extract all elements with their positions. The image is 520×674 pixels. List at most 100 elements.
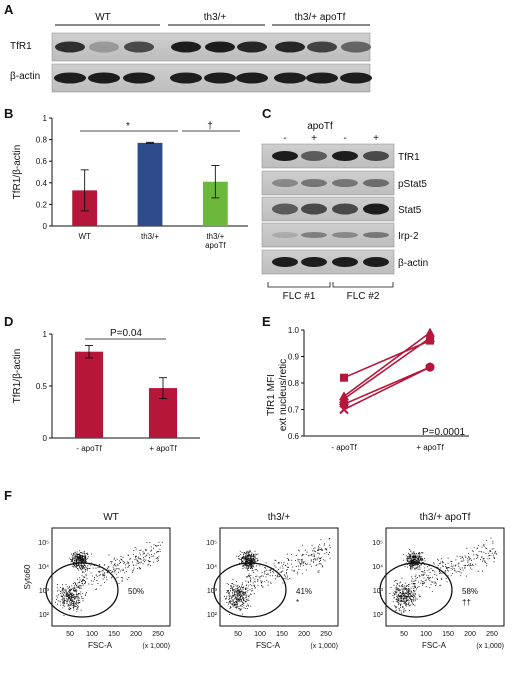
- flow-dot: [408, 558, 410, 560]
- flow-dot: [247, 559, 249, 561]
- flow-dot: [72, 562, 74, 563]
- flow-dot: [108, 570, 110, 572]
- flow-dot: [66, 593, 68, 595]
- flow-dot: [408, 600, 410, 602]
- flow-dot: [69, 594, 71, 596]
- flow-dot: [415, 557, 417, 559]
- flow-dot: [252, 568, 253, 569]
- flow-dot: [74, 587, 75, 589]
- flow-dot: [401, 585, 403, 586]
- flow-dot: [66, 596, 68, 597]
- flow-ytick-2-0: 10²: [207, 612, 218, 619]
- panel-e-point-2-1: [425, 332, 435, 342]
- flow-dot: [417, 558, 419, 560]
- flow-dot: [422, 559, 424, 561]
- flow-dot: [246, 561, 248, 563]
- flow-dot: [86, 567, 88, 569]
- flow-dot: [395, 593, 397, 595]
- flow-dot: [230, 585, 232, 587]
- flow-dot: [424, 560, 426, 562]
- flow-dot: [404, 593, 405, 595]
- flow-dot: [83, 567, 85, 569]
- flow-dot: [140, 554, 141, 556]
- flow-dot: [144, 552, 145, 554]
- flow-dot: [127, 554, 129, 556]
- flow-dot: [248, 582, 249, 583]
- flow-dot: [465, 565, 467, 566]
- flow-dot: [71, 565, 73, 567]
- panel-d-ytick-label-0: 0: [43, 434, 48, 443]
- flow-dot: [417, 554, 419, 556]
- flow-dot: [469, 565, 471, 566]
- flow-dot: [415, 553, 417, 554]
- flow-dot: [412, 566, 414, 567]
- flow-dot: [415, 559, 417, 561]
- flow-dot: [160, 544, 161, 546]
- panel-d-chart: 00.51- apoTf + apoTf: [36, 330, 200, 453]
- flow-dot: [288, 560, 290, 561]
- flow-dot: [250, 575, 252, 576]
- flow-dot: [65, 592, 67, 594]
- flow-dot: [100, 574, 101, 576]
- flow-dot: [494, 551, 496, 553]
- flow-dot: [76, 551, 78, 553]
- flow-dot: [65, 593, 67, 595]
- panel-c-lane-sign-2: +: [311, 133, 317, 144]
- flow-dot: [424, 558, 425, 559]
- flow-dot: [406, 596, 407, 598]
- flow-dot: [405, 595, 407, 597]
- flow-dot: [246, 550, 248, 552]
- flow-dot: [407, 561, 409, 562]
- flow-dot: [428, 575, 430, 577]
- flow-dot: [73, 607, 74, 609]
- flow-dot: [405, 596, 407, 598]
- flow-dot: [315, 559, 316, 561]
- flow-dot: [309, 554, 311, 556]
- flow-dot: [252, 556, 254, 558]
- flow-dot: [247, 551, 249, 553]
- panel-c-bactin-band-4: [363, 257, 389, 267]
- flow-dot: [111, 561, 113, 562]
- flow-dot: [421, 564, 422, 566]
- flow-dot: [247, 575, 249, 577]
- flow-dot: [76, 607, 78, 609]
- flow-percent-1: 50%: [128, 587, 144, 596]
- panel-e-chart: 0.60.70.80.91.0- apoTf + apoTf: [288, 326, 469, 452]
- flow-dot: [82, 572, 83, 574]
- flow-dot: [420, 580, 422, 582]
- panel-c-irp2-band-3: [332, 232, 358, 238]
- panel-c-lane-sign-3: -: [343, 133, 346, 144]
- flow-ytick-2-3: 10⁵: [206, 540, 217, 547]
- flow-dot: [249, 584, 251, 586]
- flow-dot: [455, 564, 457, 566]
- flow-dot: [235, 596, 237, 597]
- flow-dot: [245, 563, 247, 565]
- flow-dot: [320, 539, 322, 541]
- flow-dot: [239, 594, 241, 596]
- flow-dot: [484, 561, 486, 563]
- flow-dot: [72, 607, 74, 608]
- flow-dot: [72, 564, 74, 566]
- flow-dot: [413, 589, 414, 591]
- flow-dot: [86, 559, 87, 560]
- flow-dot: [403, 598, 405, 599]
- flow-dot: [240, 554, 241, 556]
- flow-dot: [478, 550, 480, 552]
- flow-dot: [414, 576, 416, 577]
- flow-dot: [58, 589, 60, 591]
- flow-dot: [301, 573, 303, 575]
- flow-dot: [229, 601, 231, 602]
- flow-dot: [79, 560, 81, 562]
- flow-dot: [128, 562, 129, 564]
- flow-dot: [65, 590, 67, 592]
- flow-dot: [139, 562, 141, 564]
- flow-dot: [419, 565, 420, 567]
- flow-dot: [423, 582, 425, 584]
- flow-dot: [73, 590, 75, 592]
- flow-dot: [122, 561, 124, 562]
- panel-e-series-line-4: [343, 366, 431, 411]
- flow-dot: [243, 565, 245, 566]
- flow-dot: [455, 565, 456, 567]
- flow-dot: [73, 566, 75, 567]
